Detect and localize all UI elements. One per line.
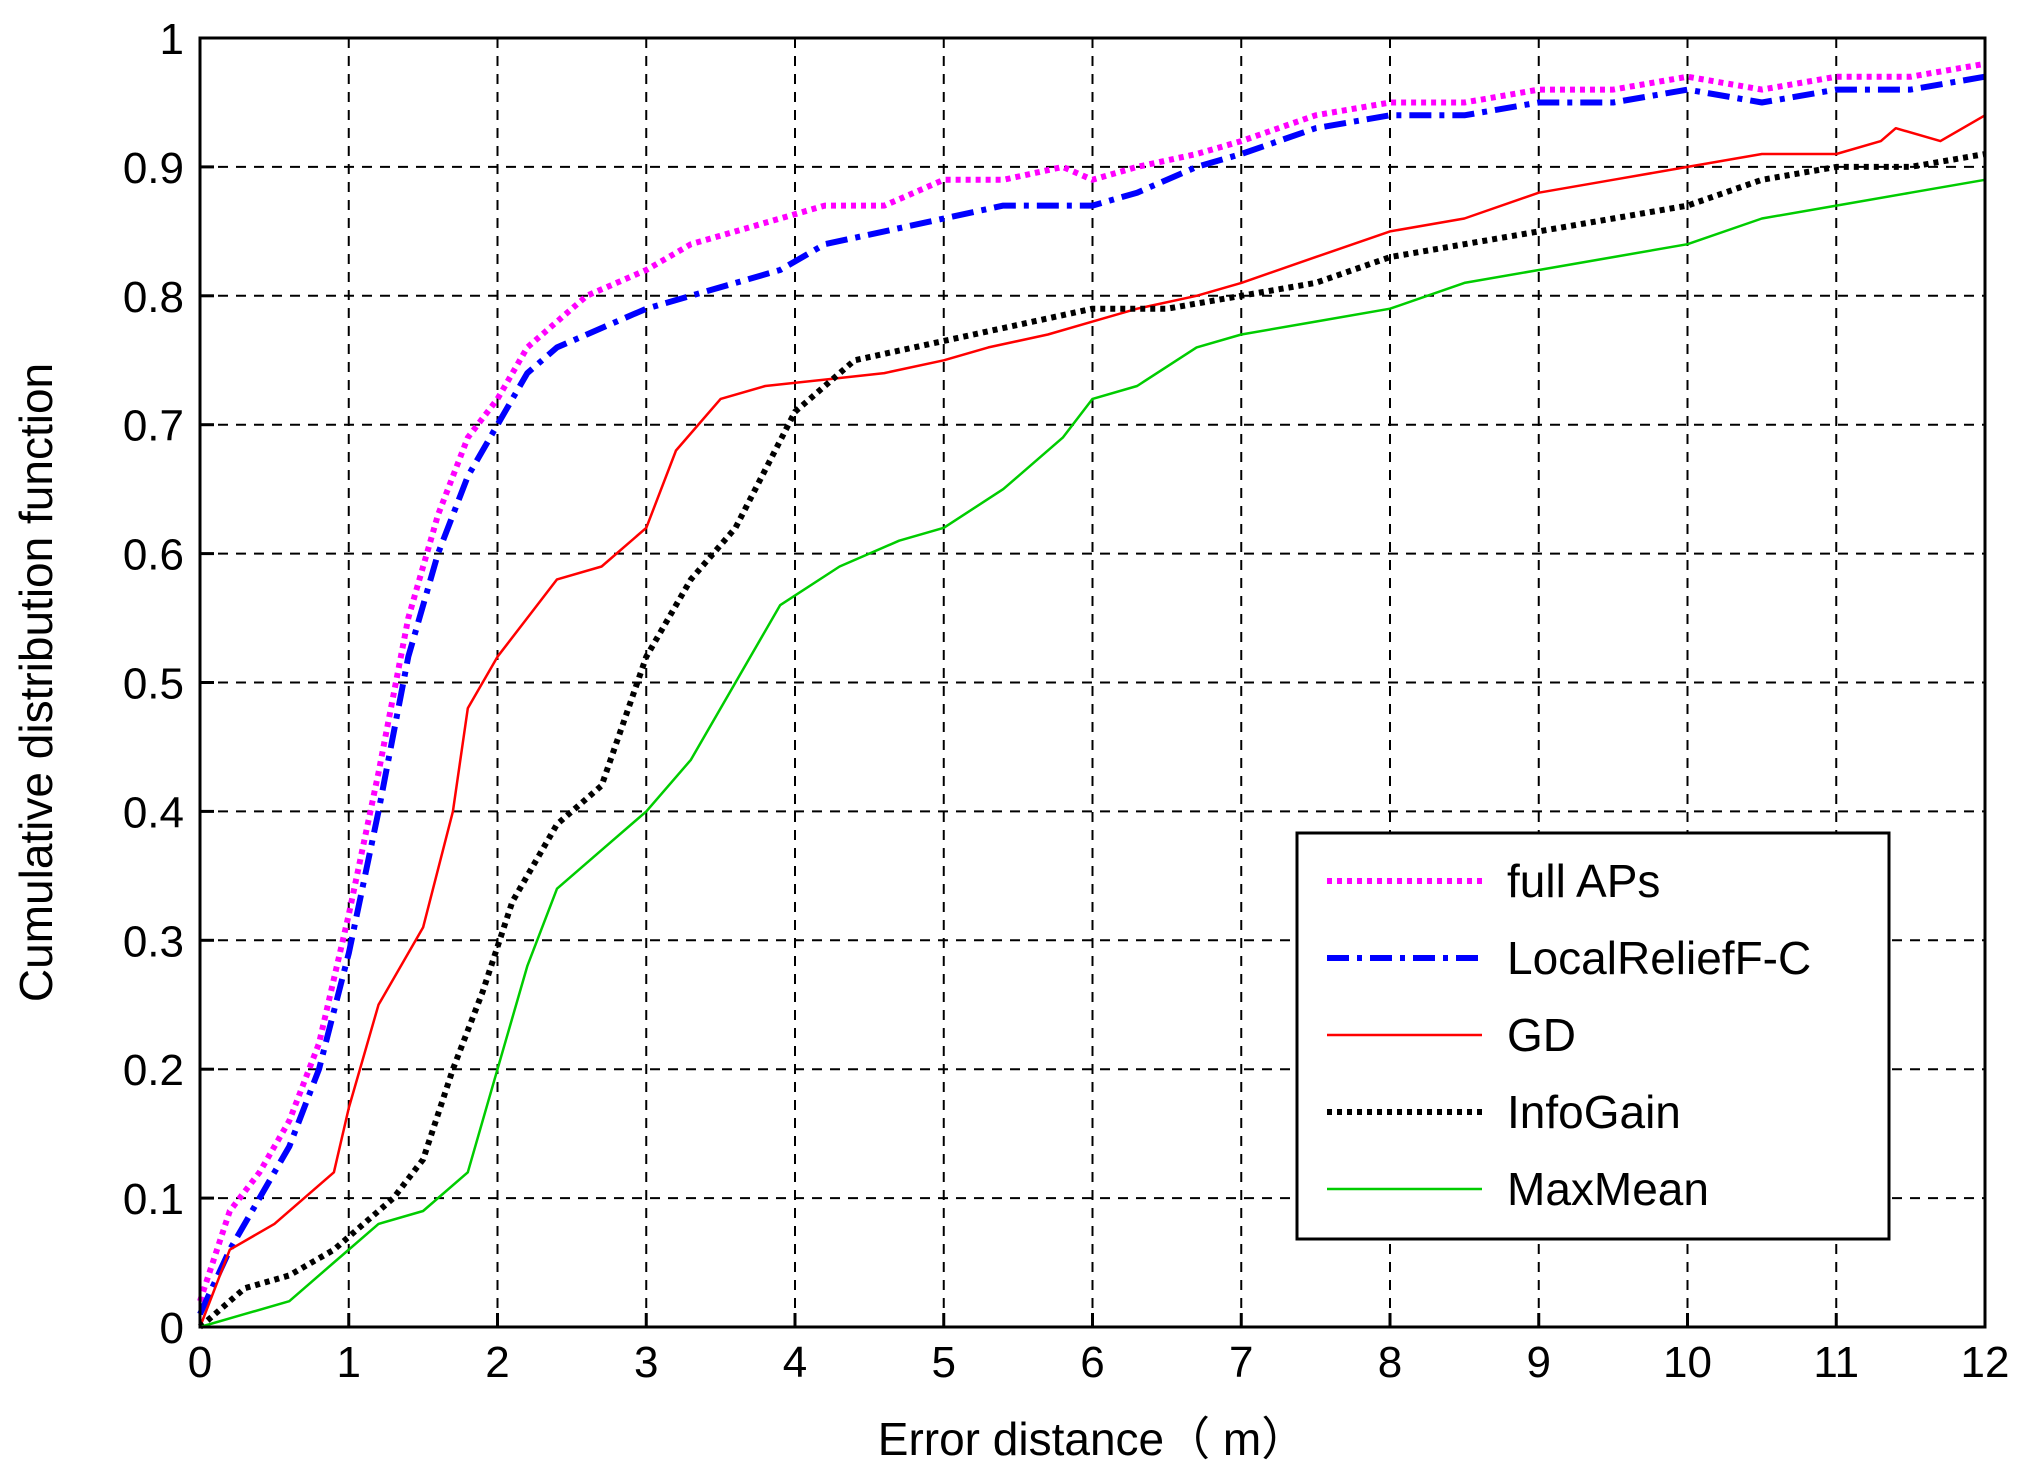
y-tick-label: 0.6 [123, 531, 184, 580]
y-tick-label: 0.3 [123, 917, 184, 966]
x-axis-label: Error distance（ m） [878, 1413, 1307, 1465]
x-tick-label: 10 [1663, 1338, 1712, 1387]
y-tick-label: 0.4 [123, 788, 184, 837]
x-tick-label: 4 [783, 1338, 807, 1387]
axis-ticks: 0 1 2 3 4 5 6 7 8 9 10 11 1200.10.20.30.40.50.60.70.… [123, 15, 2010, 1387]
y-tick-label: 0.5 [123, 660, 184, 709]
x-tick-label: 1 [337, 1338, 361, 1387]
x-tick-label: 8 [1378, 1338, 1402, 1387]
y-tick-label: 0 [160, 1304, 184, 1353]
x-tick-label: 6 [1080, 1338, 1104, 1387]
y-tick-label: 0.9 [123, 144, 184, 193]
y-tick-label: 0.8 [123, 273, 184, 322]
series-layer [197, 60, 1986, 1330]
legend-label: full APs [1507, 855, 1660, 907]
legend-label: InfoGain [1507, 1086, 1681, 1138]
legend-label: MaxMean [1507, 1163, 1709, 1215]
y-tick-label: 0.7 [123, 402, 184, 451]
x-tick-label: 9 [1527, 1338, 1551, 1387]
x-tick-label: 5 [932, 1338, 956, 1387]
y-tick-label: 0.1 [123, 1175, 184, 1224]
x-tick-label: 0 [188, 1338, 212, 1387]
x-tick-label: 11 [1813, 1338, 1859, 1387]
x-tick-label: 3 [634, 1338, 658, 1387]
legend-label: GD [1507, 1009, 1576, 1061]
series-line-4 [199, 178, 1986, 1329]
y-tick-label: 1 [160, 15, 184, 64]
series-line-1 [197, 73, 1986, 1316]
legend-label: LocalReliefF-C [1507, 932, 1811, 984]
x-tick-label: 2 [485, 1338, 509, 1387]
x-tick-label: 12 [1961, 1338, 2010, 1387]
series-line-0 [197, 60, 1986, 1303]
y-tick-label: 0.2 [123, 1046, 184, 1095]
series-line-2 [198, 114, 1986, 1328]
y-axis-label: Cumulative distribution function [10, 363, 62, 1002]
legend: full APs LocalReliefF-C GD InfoGain MaxMean [1295, 831, 1891, 1241]
series-line-3 [198, 151, 1986, 1330]
x-tick-label: 7 [1229, 1338, 1253, 1387]
